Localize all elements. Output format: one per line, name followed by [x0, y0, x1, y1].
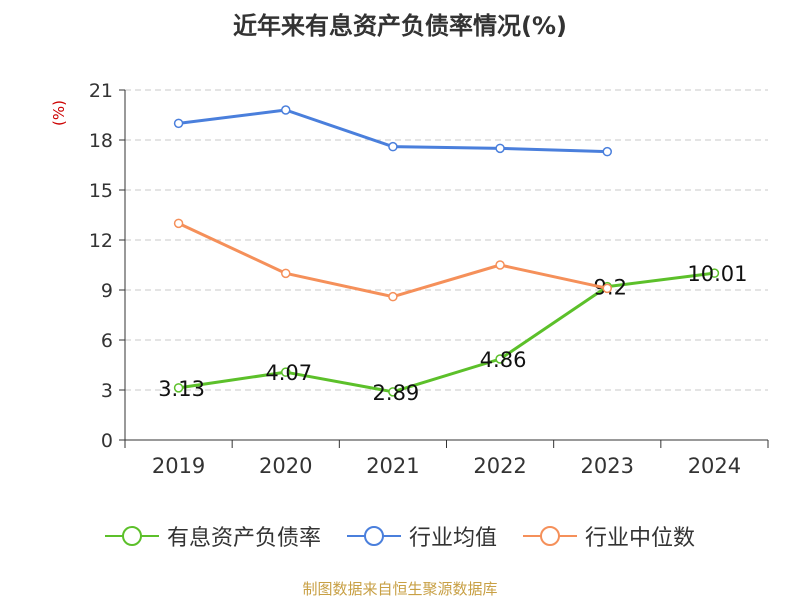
y-tick-label: 15 — [89, 180, 113, 202]
data-label: 3.13 — [158, 377, 205, 401]
legend-marker-icon — [346, 526, 401, 546]
data-label: 4.07 — [265, 361, 312, 385]
x-tick-label: 2024 — [688, 454, 741, 478]
data-point — [388, 141, 398, 152]
legend-label: 行业均值 — [408, 526, 497, 551]
data-point — [495, 143, 505, 154]
legend-label: 有息资产负债率 — [166, 526, 321, 551]
x-tick-label: 2022 — [473, 454, 526, 478]
x-tick-label: 2019 — [152, 454, 205, 478]
data-point — [709, 268, 720, 278]
data-point — [173, 218, 184, 229]
x-tick-label: 2021 — [366, 454, 419, 478]
series-line-0 — [178, 271, 715, 394]
legend-marker-icon — [523, 526, 577, 546]
data-point — [602, 146, 612, 157]
legend-item-industry-mean[interactable]: 行业均值 — [346, 520, 497, 552]
y-tick-label: 6 — [101, 330, 113, 352]
y-tick-label: 12 — [89, 230, 113, 252]
data-source-note: 制图数据来自恒生聚源数据库 — [302, 580, 498, 598]
data-point — [495, 260, 505, 270]
data-point — [388, 291, 398, 302]
x-tick-label: 2023 — [581, 454, 634, 478]
y-tick-label: 9 — [101, 280, 113, 302]
data-label: 10.01 — [687, 262, 747, 286]
y-tick-label: 0 — [101, 430, 113, 452]
legend-item-industry-median[interactable]: 行业中位数 — [523, 520, 695, 552]
series-line-2 — [177, 221, 608, 299]
legend: 有息资产负债率 行业均值 行业中位数 — [0, 520, 800, 552]
y-tick-label: 18 — [89, 130, 113, 152]
data-point — [281, 367, 291, 377]
x-tick-label: 2020 — [259, 454, 312, 478]
data-point — [388, 387, 398, 397]
data-point — [173, 383, 184, 393]
y-tick-label: 21 — [89, 80, 113, 102]
chart-title: 近年来有息资产负债率情况(%) — [233, 12, 567, 40]
data-point — [495, 354, 505, 364]
data-label: 2.89 — [373, 381, 420, 405]
legend-marker-icon — [104, 526, 159, 546]
data-label: 4.86 — [480, 348, 527, 372]
y-tick-label: 3 — [101, 380, 113, 402]
data-point — [602, 283, 612, 294]
legend-label: 行业中位数 — [585, 526, 696, 551]
legend-item-interest-debt-ratio[interactable]: 有息资产负债率 — [104, 520, 321, 552]
data-point — [281, 105, 291, 115]
data-point — [173, 118, 184, 129]
data-point — [281, 268, 291, 279]
